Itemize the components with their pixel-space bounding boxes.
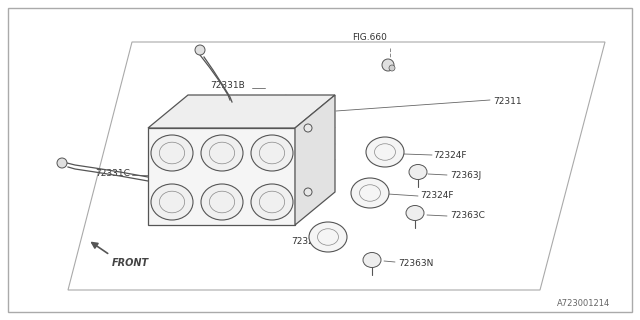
Ellipse shape — [251, 135, 293, 171]
Circle shape — [195, 45, 205, 55]
Text: 72311: 72311 — [493, 98, 522, 107]
Ellipse shape — [251, 184, 293, 220]
Ellipse shape — [409, 164, 427, 180]
Circle shape — [389, 65, 395, 71]
Ellipse shape — [363, 252, 381, 268]
Ellipse shape — [201, 184, 243, 220]
Text: 72324F: 72324F — [291, 237, 325, 246]
Text: 72363C: 72363C — [450, 212, 485, 220]
Text: 72324F: 72324F — [433, 150, 467, 159]
Ellipse shape — [406, 205, 424, 220]
Ellipse shape — [366, 137, 404, 167]
Circle shape — [57, 158, 67, 168]
Text: 72363N: 72363N — [398, 259, 433, 268]
Circle shape — [382, 59, 394, 71]
Ellipse shape — [151, 184, 193, 220]
Ellipse shape — [309, 222, 347, 252]
Text: FRONT: FRONT — [112, 258, 149, 268]
Text: 72324F: 72324F — [420, 191, 454, 201]
Text: 72331C: 72331C — [95, 169, 130, 178]
Ellipse shape — [201, 135, 243, 171]
Circle shape — [304, 124, 312, 132]
Text: 72363J: 72363J — [450, 171, 481, 180]
Ellipse shape — [151, 135, 193, 171]
Polygon shape — [148, 95, 335, 128]
Text: 72331B: 72331B — [211, 82, 245, 91]
Text: FIG.660: FIG.660 — [353, 33, 387, 42]
Polygon shape — [148, 128, 295, 225]
Text: A723001214: A723001214 — [557, 299, 610, 308]
Ellipse shape — [351, 178, 389, 208]
Polygon shape — [295, 95, 335, 225]
Circle shape — [304, 188, 312, 196]
